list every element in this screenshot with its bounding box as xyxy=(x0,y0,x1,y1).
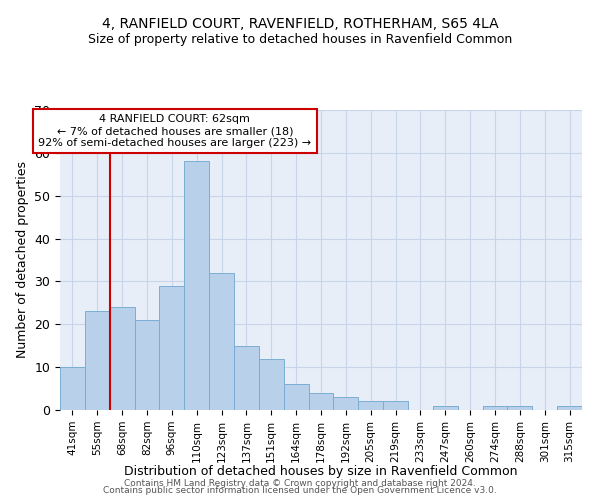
Bar xyxy=(259,358,284,410)
Bar xyxy=(160,286,184,410)
Bar xyxy=(482,406,508,410)
Bar xyxy=(209,273,234,410)
Text: Contains HM Land Registry data © Crown copyright and database right 2024.: Contains HM Land Registry data © Crown c… xyxy=(124,478,476,488)
Bar xyxy=(358,402,383,410)
Y-axis label: Number of detached properties: Number of detached properties xyxy=(16,162,29,358)
Bar xyxy=(433,406,458,410)
Bar xyxy=(383,402,408,410)
Bar xyxy=(234,346,259,410)
Text: Size of property relative to detached houses in Ravenfield Common: Size of property relative to detached ho… xyxy=(88,32,512,46)
Text: Contains public sector information licensed under the Open Government Licence v3: Contains public sector information licen… xyxy=(103,486,497,495)
Bar xyxy=(508,406,532,410)
Text: Distribution of detached houses by size in Ravenfield Common: Distribution of detached houses by size … xyxy=(124,464,518,477)
Bar xyxy=(110,307,134,410)
Bar xyxy=(334,397,358,410)
Bar xyxy=(284,384,308,410)
Bar xyxy=(60,367,85,410)
Bar xyxy=(85,312,110,410)
Bar xyxy=(134,320,160,410)
Bar xyxy=(308,393,334,410)
Text: 4 RANFIELD COURT: 62sqm
← 7% of detached houses are smaller (18)
92% of semi-det: 4 RANFIELD COURT: 62sqm ← 7% of detached… xyxy=(38,114,311,148)
Text: 4, RANFIELD COURT, RAVENFIELD, ROTHERHAM, S65 4LA: 4, RANFIELD COURT, RAVENFIELD, ROTHERHAM… xyxy=(101,18,499,32)
Bar xyxy=(184,162,209,410)
Bar xyxy=(557,406,582,410)
